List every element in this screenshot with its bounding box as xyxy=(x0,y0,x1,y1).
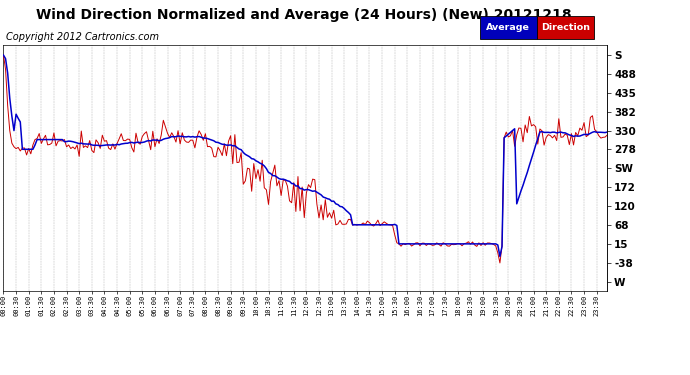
Text: Average: Average xyxy=(486,23,530,32)
Direction xyxy=(52,144,60,148)
Average xyxy=(533,136,542,141)
Average xyxy=(496,254,504,259)
Line: Average: Average xyxy=(3,55,607,256)
Average xyxy=(519,183,527,188)
Direction xyxy=(553,138,561,143)
Average xyxy=(304,188,313,192)
Direction xyxy=(304,182,313,187)
Text: Wind Direction Normalized and Average (24 Hours) (New) 20121218: Wind Direction Normalized and Average (2… xyxy=(36,8,571,22)
Direction xyxy=(533,142,542,146)
Line: Direction: Direction xyxy=(3,55,607,263)
Text: Direction: Direction xyxy=(541,23,590,32)
Average xyxy=(509,128,517,133)
Direction xyxy=(509,128,517,133)
Direction xyxy=(603,133,611,137)
Direction xyxy=(519,140,527,144)
Text: Copyright 2012 Cartronics.com: Copyright 2012 Cartronics.com xyxy=(6,32,159,42)
Average xyxy=(0,53,8,57)
Direction xyxy=(496,261,504,265)
Direction xyxy=(0,53,8,57)
Average xyxy=(553,130,561,135)
Average xyxy=(603,130,611,134)
Average xyxy=(52,137,60,142)
